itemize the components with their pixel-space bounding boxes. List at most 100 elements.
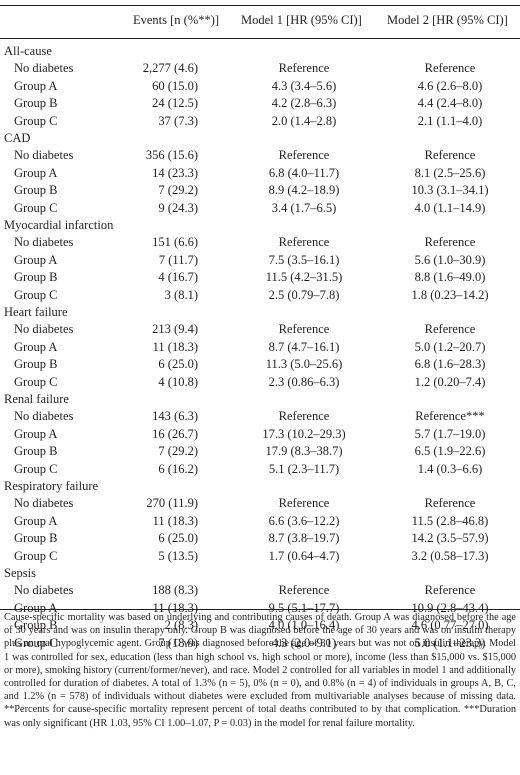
row-label: Group C: [14, 635, 58, 650]
model1-cell: 17.9 (8.3–38.7): [265, 444, 343, 459]
model1-cell: 17.3 (10.2–29.3): [262, 426, 346, 441]
section-heading: Respiratory failure: [0, 478, 520, 495]
model2-cell: 5.7 (1.7–19.0): [414, 426, 486, 441]
model1-cell: 4.3 (3.4–5.6): [271, 78, 337, 93]
events-cell: 2,277 (4.6): [142, 61, 198, 76]
row-label: No diabetes: [14, 61, 74, 76]
model1-cell: 9.5 (5.1–17.7): [268, 600, 340, 615]
model1-cell: 1.7 (0.64–4.7): [268, 548, 340, 563]
model1-cell: Reference: [278, 235, 330, 250]
table-row: Group B 7 (29.2) 17.9 (8.3–38.7) 6.5 (1.9–2…: [0, 443, 520, 460]
model1-cell: 11.3 (5.0–25.6): [265, 357, 343, 372]
model1-cell: 6.6 (3.6–12.2): [268, 513, 340, 528]
row-label: Group C: [14, 374, 58, 389]
model2-cell: 6.8 (1.6–28.3): [414, 357, 486, 372]
model2-cell: Reference: [424, 322, 476, 337]
bottom-rule: [0, 609, 520, 610]
row-label: Group B: [14, 444, 58, 459]
row-label: Group C: [14, 113, 58, 128]
row-label: No diabetes: [14, 409, 74, 424]
events-cell: 11 (18.3): [152, 600, 198, 615]
model1-cell: 2.5 (0.79–7.8): [268, 287, 340, 302]
events-cell: 270 (11.9): [146, 496, 198, 511]
table-row: Group A 7 (11.7) 7.5 (3.5–16.1) 5.6 (1.0–30…: [0, 252, 520, 269]
section-title: CAD: [4, 131, 31, 145]
events-cell: 11 (18.3): [152, 339, 198, 354]
events-cell: 6 (16.2): [158, 461, 198, 476]
section-heading: CAD: [0, 130, 520, 147]
table-row: Group B 4 (16.7) 11.5 (4.2–31.5) 8.8 (1.6–4…: [0, 269, 520, 286]
model2-cell: Reference: [424, 496, 476, 511]
model1-cell: 5.1 (2.3–11.7): [268, 461, 340, 476]
row-label: Group B: [14, 618, 58, 633]
row-label: Group C: [14, 200, 58, 215]
row-label: No diabetes: [14, 235, 74, 250]
events-cell: 7 (29.2): [158, 444, 198, 459]
model1-cell: Reference: [278, 148, 330, 163]
row-label: Group B: [14, 183, 58, 198]
events-cell: 151 (6.6): [152, 235, 198, 250]
table-row: Group A 16 (26.7) 17.3 (10.2–29.3) 5.7 (1.7…: [0, 426, 520, 443]
model1-cell: Reference: [278, 583, 330, 598]
row-label: Group A: [14, 513, 58, 528]
table-header: Events [n (%**)] Model 1 [HR (95% CI)] M…: [0, 0, 520, 38]
table-row: Group A 60 (15.0) 4.3 (3.4–5.6) 4.6 (2.6–8.…: [0, 78, 520, 95]
model2-cell: 8.8 (1.6–49.0): [414, 270, 486, 285]
model1-cell: 3.4 (1.7–6.5): [271, 200, 337, 215]
model2-cell: 3.2 (0.58–17.3): [411, 548, 489, 563]
model2-cell: Reference***: [415, 409, 485, 424]
model2-cell: 1.2 (0.20–7.4): [414, 374, 486, 389]
header-events: Events [n (%**)]: [133, 13, 220, 27]
events-cell: 7 (29.2): [158, 183, 198, 198]
model2-cell: 5.0 (1.1–23.3): [414, 635, 486, 650]
model2-cell: Reference: [424, 235, 476, 250]
table-row: Group B 24 (12.5) 4.2 (2.8–6.3) 4.4 (2.4–8.…: [0, 95, 520, 112]
table-row: No diabetes 213 (9.4) Reference Reference: [0, 321, 520, 338]
row-label: Group C: [14, 461, 58, 476]
model1-cell: Reference: [278, 61, 330, 76]
header-rule: [0, 38, 520, 39]
table-row: No diabetes 270 (11.9) Reference Reference: [0, 495, 520, 512]
events-cell: 7 (11.7): [158, 252, 198, 267]
model2-cell: 10.9 (2.8–43.4): [411, 600, 489, 615]
row-label: Group B: [14, 357, 58, 372]
table-row: Group B 7 (29.2) 8.9 (4.2–18.9) 10.3 (3.1–3…: [0, 182, 520, 199]
model2-cell: 5.6 (1.0–30.9): [414, 252, 486, 267]
model2-cell: Reference: [424, 61, 476, 76]
top-rule: [0, 5, 520, 6]
section-title: Respiratory failure: [4, 479, 99, 493]
row-label: Group C: [14, 287, 58, 302]
section-title: Heart failure: [4, 305, 68, 319]
section-heading: Myocardial infarction: [0, 217, 520, 234]
model2-cell: 14.2 (3.5–57.9): [411, 531, 489, 546]
table-row: Group A 11 (18.3) 8.7 (4.7–16.1) 5.0 (1.2–2…: [0, 339, 520, 356]
events-cell: 37 (7.3): [158, 113, 198, 128]
table-row: No diabetes 188 (8.3) Reference Reference: [0, 582, 520, 599]
model1-cell: 11.5 (4.2–31.5): [265, 270, 343, 285]
section-title: Renal failure: [4, 392, 69, 406]
model1-cell: Reference: [278, 496, 330, 511]
events-cell: 11 (18.3): [152, 513, 198, 528]
model1-cell: 4.2 (2.8–6.3): [271, 96, 337, 111]
table-row: Group B 6 (25.0) 11.3 (5.0–25.6) 6.8 (1.6–2…: [0, 356, 520, 373]
events-cell: 4 (16.7): [158, 270, 198, 285]
header-model2: Model 2 [HR (95% CI)]: [387, 13, 508, 27]
row-label: Group A: [14, 165, 58, 180]
model1-cell: 7.5 (3.5–16.1): [268, 252, 340, 267]
events-cell: 6 (25.0): [158, 531, 198, 546]
events-cell: 356 (15.6): [145, 148, 198, 163]
row-label: Group B: [14, 531, 58, 546]
row-label: Group A: [14, 600, 58, 615]
events-cell: 2 (8.3): [164, 618, 198, 633]
table-row: No diabetes 2,277 (4.6) Reference Reference: [0, 60, 520, 77]
model2-cell: 4.6 (2.6–8.0): [417, 78, 483, 93]
model2-cell: Reference: [424, 148, 476, 163]
model2-cell: 2.1 (1.1–4.0): [417, 113, 483, 128]
events-cell: 60 (15.0): [152, 78, 198, 93]
events-cell: 14 (23.3): [152, 165, 198, 180]
model1-cell: 4.3 (2.0–9.1): [271, 635, 337, 650]
events-cell: 16 (26.7): [152, 426, 198, 441]
row-label: Group A: [14, 252, 58, 267]
table-row: Group B 6 (25.0) 8.7 (3.8–19.7) 14.2 (3.5–5…: [0, 530, 520, 547]
